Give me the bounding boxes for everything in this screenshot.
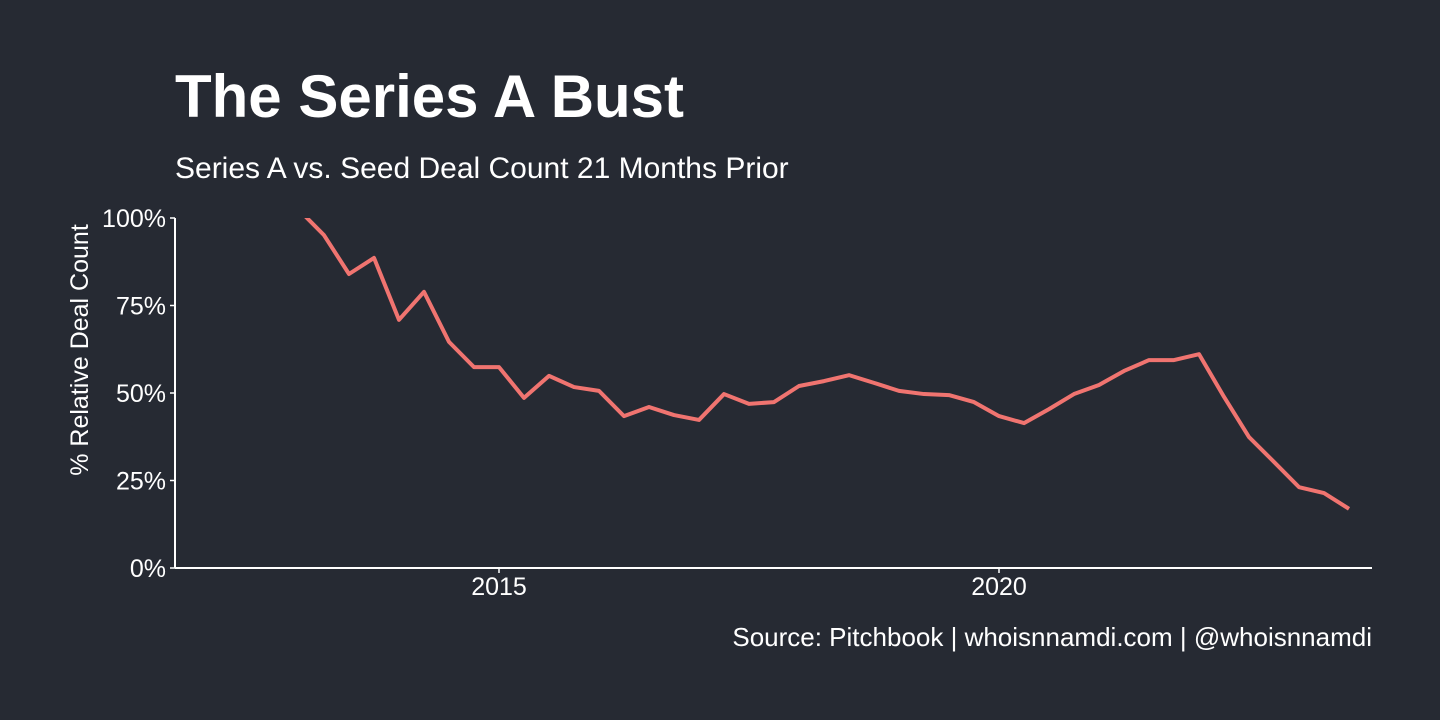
y-tick-label: 0% [130, 555, 166, 583]
data-line [304, 218, 1351, 511]
chart-title: The Series A Bust [175, 63, 684, 130]
x-tick-label: 2015 [471, 573, 527, 601]
chart-subtitle: Series A vs. Seed Deal Count 21 Months P… [175, 152, 789, 185]
y-axis-label: % Relative Deal Count [66, 224, 94, 476]
x-tick-label: 2020 [971, 573, 1027, 601]
y-tick-label: 50% [116, 380, 166, 408]
y-tick-label: 100% [102, 205, 166, 233]
y-tick-label: 75% [116, 293, 166, 321]
y-tick-label: 25% [116, 468, 166, 496]
source-note: Source: Pitchbook | whoisnnamdi.com | @w… [732, 622, 1372, 652]
